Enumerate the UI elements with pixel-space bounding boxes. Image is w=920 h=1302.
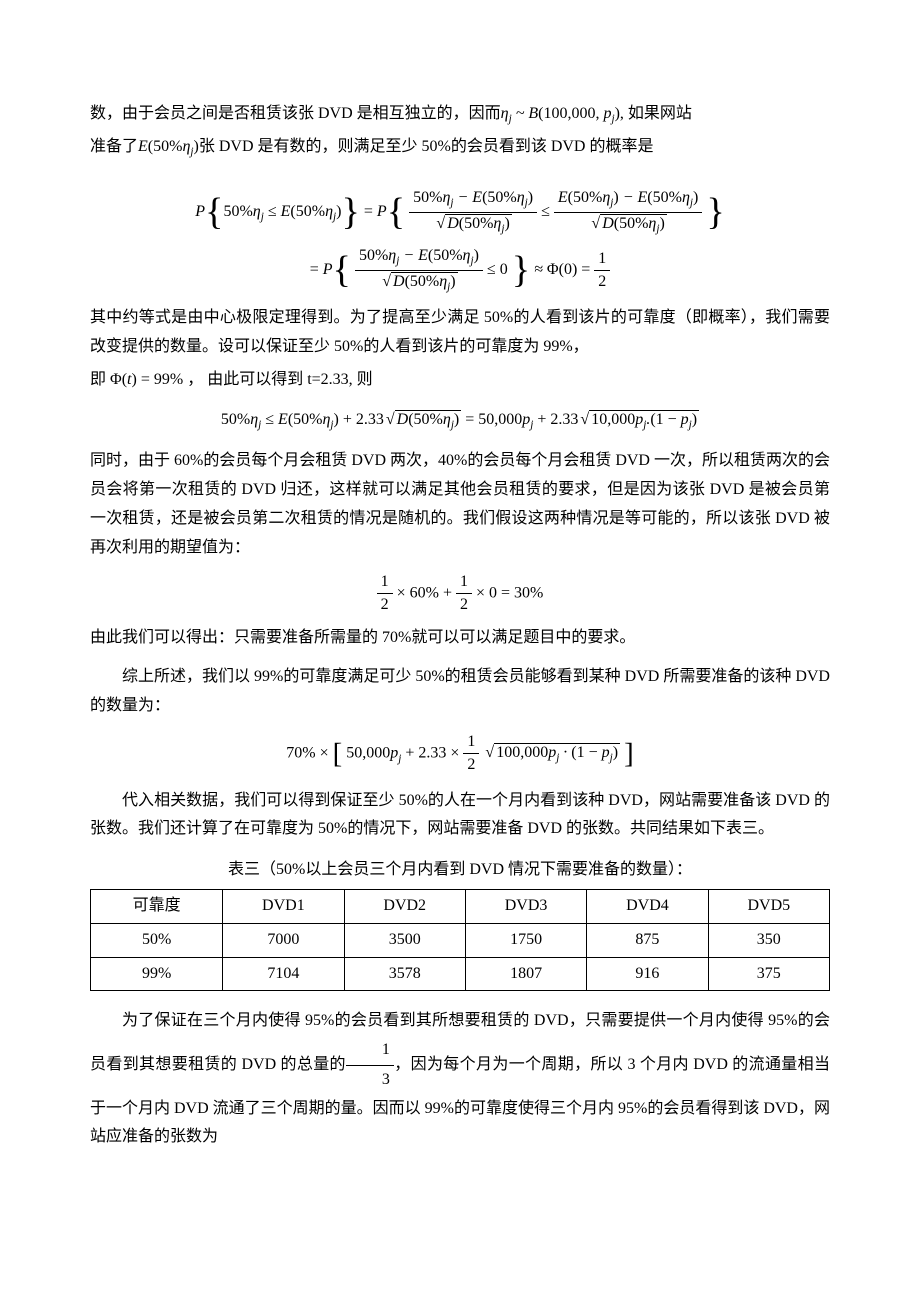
cell: 99% xyxy=(91,957,223,991)
equation-final-count: 70% × [ 50,000pj + 2.33 × 12 100,000pj ·… xyxy=(90,731,830,777)
col-header: DVD3 xyxy=(465,889,586,923)
cell: 916 xyxy=(587,957,708,991)
table-row: 50% 7000 3500 1750 875 350 xyxy=(91,923,830,957)
cell: 1750 xyxy=(465,923,586,957)
table-header-row: 可靠度 DVD1 DVD2 DVD3 DVD4 DVD5 xyxy=(91,889,830,923)
col-header: 可靠度 xyxy=(91,889,223,923)
equation-prob-clt: P{50%ηj ≤ E(50%ηj)} = P{ 50%ηj − E(50%ηj… xyxy=(90,187,830,296)
cell: 1807 xyxy=(465,957,586,991)
table-3: 可靠度 DVD1 DVD2 DVD3 DVD4 DVD5 50% 7000 35… xyxy=(90,889,830,991)
cell: 3578 xyxy=(344,957,465,991)
table-row: 99% 7104 3578 1807 916 375 xyxy=(91,957,830,991)
cell: 7104 xyxy=(223,957,344,991)
text: , 如果网站 xyxy=(620,105,692,122)
cell: 3500 xyxy=(344,923,465,957)
inline-math-phi-t: Φ(t) = 99% xyxy=(110,371,183,388)
para-2: 准备了E(50%ηj)张 DVD 是有数的，则满足至少 50%的会员看到该 DV… xyxy=(90,133,830,162)
col-header: DVD1 xyxy=(223,889,344,923)
inline-math-e50eta: E(50%ηj) xyxy=(138,138,199,155)
table-3-caption: 表三（50%以上会员三个月内看到 DVD 情况下需要准备的数量）： xyxy=(90,856,830,885)
col-header: DVD2 xyxy=(344,889,465,923)
para-4: 即 Φ(t) = 99% ， 由此可以得到 t=2.33, 则 xyxy=(90,366,830,395)
col-header: DVD4 xyxy=(587,889,708,923)
para-5: 同时，由于 60%的会员每个月会租赁 DVD 两次，40%的会员每个月会租赁 D… xyxy=(90,447,830,562)
cell: 375 xyxy=(708,957,829,991)
para-6: 由此我们可以得出：只需要准备所需量的 70%就可以可以满足题目中的要求。 xyxy=(90,624,830,653)
equation-reuse-expectation: 12 × 60% + 12 × 0 = 30% xyxy=(90,571,830,617)
cell: 50% xyxy=(91,923,223,957)
cell: 875 xyxy=(587,923,708,957)
text: 准备了 xyxy=(90,138,138,155)
equation-bound: 50%ηj ≤ E(50%ηj) + 2.33D(50%ηj) = 50,000… xyxy=(90,409,830,434)
cell: 350 xyxy=(708,923,829,957)
text: 即 xyxy=(90,371,106,388)
para-8: 代入相关数据，我们可以得到保证至少 50%的人在一个月内看到该种 DVD，网站需… xyxy=(90,787,830,845)
cell: 7000 xyxy=(223,923,344,957)
para-1: 数，由于会员之间是否租赁该张 DVD 是相互独立的，因而ηj ~ B(100,0… xyxy=(90,100,830,129)
inline-frac-one-third: 13 xyxy=(346,1056,394,1073)
text: ， 由此可以得到 t=2.33, 则 xyxy=(187,371,372,388)
text: 张 DVD 是有数的，则满足至少 50%的会员看到该 DVD 的概率是 xyxy=(199,138,654,155)
para-9: 为了保证在三个月内使得 95%的会员看到其所想要租赁的 DVD，只需要提供一个月… xyxy=(90,1007,830,1152)
para-7: 综上所述，我们以 99%的可靠度满足可少 50%的租赁会员能够看到某种 DVD … xyxy=(90,663,830,721)
text: 数，由于会员之间是否租赁该张 DVD 是相互独立的，因而 xyxy=(90,105,501,122)
col-header: DVD5 xyxy=(708,889,829,923)
inline-math-eta-binomial: ηj ~ B(100,000, pj) xyxy=(501,105,620,122)
para-3: 其中约等式是由中心极限定理得到。为了提高至少满足 50%的人看到该片的可靠度（即… xyxy=(90,304,830,362)
